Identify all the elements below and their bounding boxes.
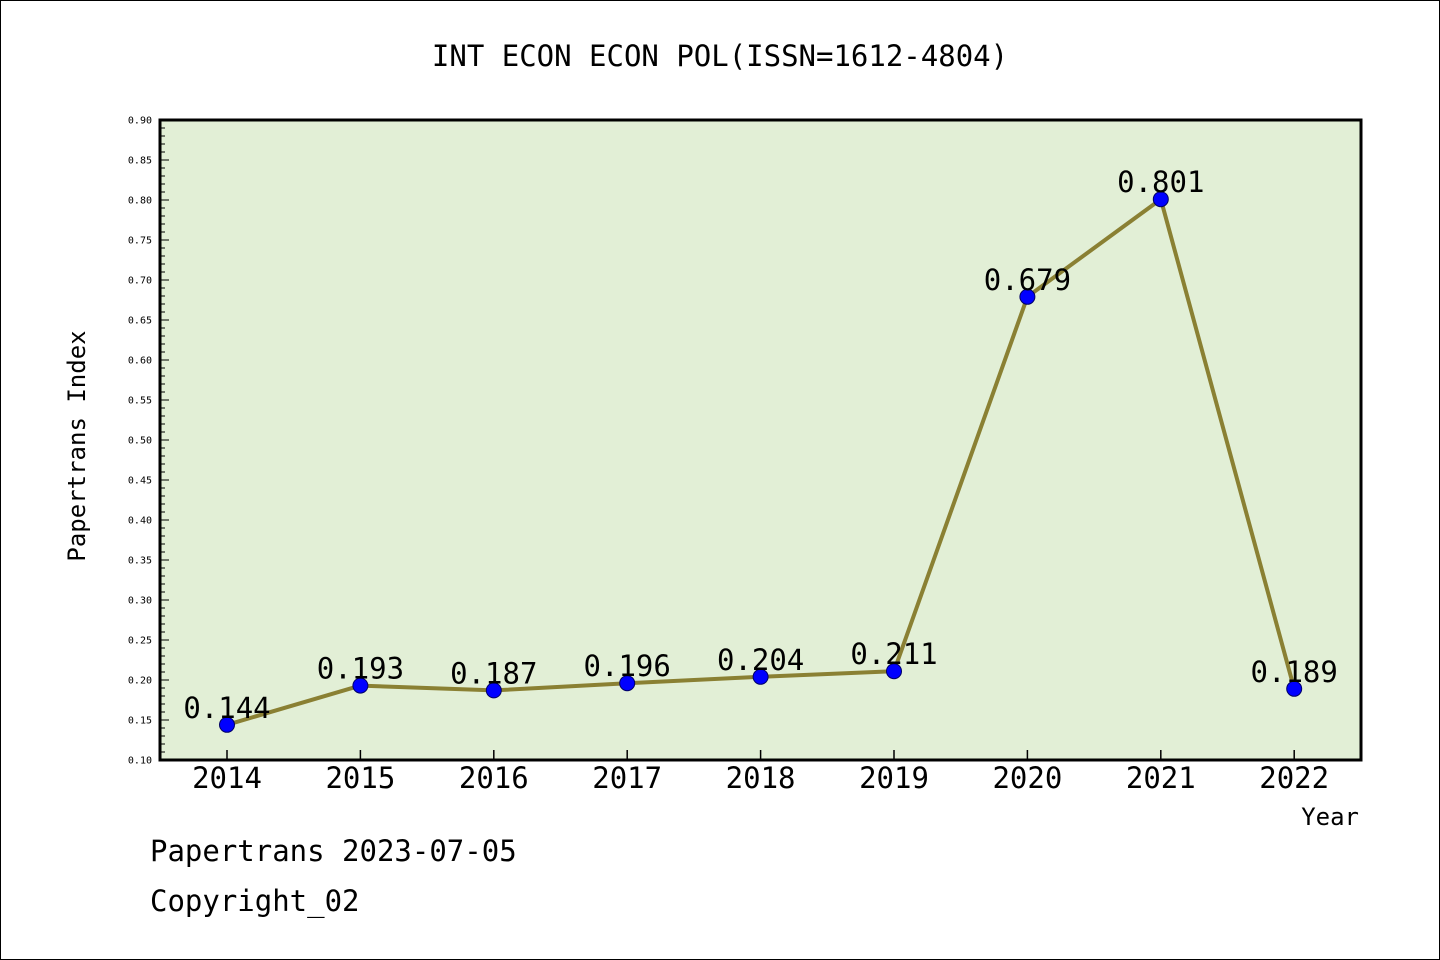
data-point: [752, 668, 769, 685]
y-tick-label: 0.50: [128, 436, 152, 447]
y-tick-label: 0.55: [128, 396, 152, 407]
plot-area: [158, 118, 1363, 762]
data-point: [619, 675, 636, 692]
y-tick-label: 0.30: [128, 596, 152, 607]
footer-copyright: Copyright_02: [150, 884, 360, 918]
x-tick-label: 2017: [592, 761, 662, 795]
data-label: 0.189: [1251, 655, 1338, 689]
data-point: [219, 716, 235, 733]
x-tick-label: 2020: [992, 761, 1062, 795]
data-point: [1019, 288, 1036, 305]
chart-title: INT ECON ECON POL(ISSN=1612-4804): [432, 39, 1008, 73]
x-tick-label: 2019: [859, 761, 929, 795]
data-point: [485, 682, 502, 699]
y-tick-label: 0.75: [128, 236, 152, 247]
data-point: [352, 677, 369, 694]
y-tick-label: 0.15: [128, 716, 152, 727]
footer-date: Papertrans 2023-07-05: [150, 834, 517, 868]
y-tick-label: 0.85: [128, 156, 152, 167]
x-tick-label: 2021: [1126, 761, 1196, 795]
data-label: 0.801: [1117, 165, 1204, 199]
data-label: 0.211: [850, 637, 937, 671]
y-tick-label: 0.65: [128, 316, 152, 327]
y-axis: 0.10 0.15 0.20 0.25 0.30 0.35 0.40 0.45 0.50 0.55…: [128, 116, 169, 767]
x-tick-label: 2015: [325, 761, 395, 795]
data-point: [1286, 680, 1303, 697]
y-tick-label: 0.10: [128, 756, 152, 767]
y-tick-label: 0.40: [128, 516, 152, 527]
y-tick-label: 0.35: [128, 556, 152, 567]
y-tick-label: 0.20: [128, 676, 152, 687]
y-tick-label: 0.45: [128, 476, 152, 487]
data-label: 0.193: [317, 652, 404, 686]
x-tick-label: 2018: [726, 761, 796, 795]
y-tick-label: 0.90: [128, 116, 152, 127]
y-tick-label: 0.60: [128, 356, 152, 367]
data-point: [1152, 191, 1169, 208]
data-labels: 0.144 0.193 0.187 0.196 0.204 0.211 0.679 0.801…: [183, 165, 1338, 725]
data-label: 0.679: [984, 263, 1071, 297]
y-tick-label: 0.70: [128, 276, 152, 287]
x-tick-label: 2016: [459, 761, 529, 795]
x-axis: 2014 2015 2016 2017 2018 2019 2020 2021 2022: [192, 750, 1329, 795]
data-label: 0.196: [584, 649, 671, 683]
series-group: [219, 191, 1303, 733]
data-label: 0.144: [183, 691, 270, 725]
data-point: [886, 663, 902, 680]
y-tick-label: 0.25: [128, 636, 152, 647]
y-tick-label: 0.80: [128, 196, 152, 207]
x-axis-title: Year: [1301, 803, 1359, 831]
x-tick-label: 2014: [192, 761, 262, 795]
y-axis-title: Papertrans Index: [63, 330, 91, 561]
data-label: 0.204: [717, 643, 804, 677]
data-label: 0.187: [450, 656, 537, 690]
x-tick-label: 2022: [1259, 761, 1329, 795]
